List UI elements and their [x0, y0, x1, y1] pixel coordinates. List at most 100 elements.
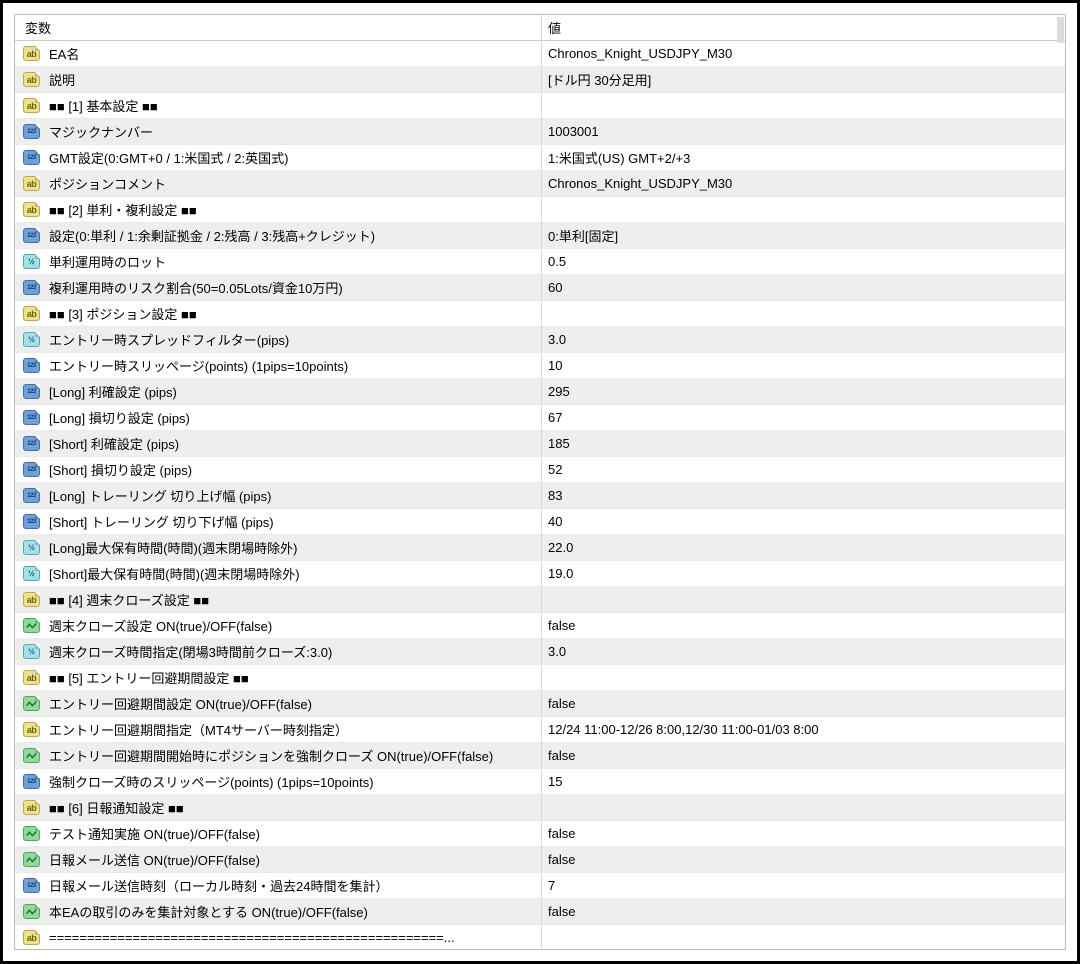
parameter-name-cell[interactable]: 123 [Short] 損切り設定 (pips) [15, 457, 542, 482]
parameter-value[interactable]: false [548, 826, 576, 841]
parameter-row[interactable]: 123 日報メール送信時刻（ローカル時刻・過去24時間を集計） 7 [15, 873, 1065, 899]
parameter-value[interactable]: 52 [548, 462, 563, 477]
parameter-name-cell[interactable]: 123 強制クローズ時のスリッページ(points) (1pips=10poin… [15, 769, 542, 794]
parameter-value[interactable]: 295 [548, 384, 570, 399]
parameter-value[interactable]: 67 [548, 410, 563, 425]
parameter-value[interactable]: 1:米国式(US) GMT+2/+3 [548, 151, 691, 166]
parameter-name-cell[interactable]: ½ エントリー時スプレッドフィルター(pips) [15, 327, 542, 352]
parameter-value[interactable]: 3.0 [548, 644, 567, 659]
parameter-name-cell[interactable]: 123 [Short] 利確設定 (pips) [15, 431, 542, 456]
parameter-name-cell[interactable]: ab =====================================… [15, 925, 542, 949]
parameter-value[interactable]: 40 [548, 514, 563, 529]
parameter-value[interactable]: false [548, 748, 576, 763]
parameter-value[interactable]: 15 [548, 774, 563, 789]
parameter-name-cell[interactable]: 週末クローズ設定 ON(true)/OFF(false) [15, 613, 542, 638]
parameter-row[interactable]: 123 複利運用時のリスク割合(50=0.05Lots/資金10万円) 60 [15, 275, 1065, 301]
parameter-value[interactable] [542, 665, 1065, 690]
parameter-name-cell[interactable]: ab ■■ [6] 日報通知設定 ■■ [15, 795, 542, 820]
parameter-name-cell[interactable]: ½ 週末クローズ時間指定(閉場3時間前クローズ:3.0) [15, 639, 542, 664]
parameter-row[interactable]: 123 [Short] トレーリング 切り下げ幅 (pips) 40 [15, 509, 1065, 535]
column-header-value[interactable]: 値 [548, 21, 562, 36]
parameter-value[interactable]: false [548, 696, 576, 711]
parameter-row[interactable]: 本EAの取引のみを集計対象とする ON(true)/OFF(false) fal… [15, 899, 1065, 925]
parameter-value[interactable]: 12/24 11:00-12/26 8:00,12/30 11:00-01/03… [548, 722, 819, 737]
parameter-name-cell[interactable]: 本EAの取引のみを集計対象とする ON(true)/OFF(false) [15, 899, 542, 924]
parameter-row[interactable]: ab =====================================… [15, 925, 1065, 949]
parameter-value[interactable] [542, 197, 1065, 222]
parameter-value[interactable] [542, 795, 1065, 820]
parameter-row[interactable]: ab ■■ [2] 単利・複利設定 ■■ [15, 197, 1065, 223]
parameter-value[interactable]: [ドル円 30分足用] [548, 73, 652, 88]
parameter-name-cell[interactable]: 123 マジックナンバー [15, 119, 542, 144]
parameter-value[interactable]: false [548, 618, 576, 633]
parameter-value[interactable]: 22.0 [548, 540, 574, 555]
parameter-name-cell[interactable]: 123 設定(0:単利 / 1:余剰証拠金 / 2:残高 / 3:残高+クレジッ… [15, 223, 542, 248]
parameter-name-cell[interactable]: ½ [Short]最大保有時間(時間)(週末閉場時除外) [15, 561, 542, 586]
parameter-row[interactable]: エントリー回避期間開始時にポジションを強制クローズ ON(true)/OFF(f… [15, 743, 1065, 769]
parameter-row[interactable]: 日報メール送信 ON(true)/OFF(false) false [15, 847, 1065, 873]
parameter-value[interactable]: Chronos_Knight_USDJPY_M30 [548, 46, 733, 61]
scrollbar-thumb[interactable] [1057, 17, 1064, 43]
parameter-name-cell[interactable]: 123 エントリー時スリッページ(points) (1pips=10points… [15, 353, 542, 378]
parameter-value[interactable]: 19.0 [548, 566, 574, 581]
parameter-name-cell[interactable]: ab EA名 [15, 41, 542, 66]
parameter-name-cell[interactable]: ½ 単利運用時のロット [15, 249, 542, 274]
parameter-row[interactable]: 123 強制クローズ時のスリッページ(points) (1pips=10poin… [15, 769, 1065, 795]
parameter-value[interactable] [542, 93, 1065, 118]
parameter-name-cell[interactable]: ab ■■ [3] ポジション設定 ■■ [15, 301, 542, 326]
parameter-row[interactable]: 123 設定(0:単利 / 1:余剰証拠金 / 2:残高 / 3:残高+クレジッ… [15, 223, 1065, 249]
parameter-value[interactable]: 0.5 [548, 254, 567, 269]
parameter-value[interactable]: 0:単利[固定] [548, 229, 619, 244]
parameter-value[interactable]: Chronos_Knight_USDJPY_M30 [548, 176, 733, 191]
parameter-name-cell[interactable]: 123 [Long] トレーリング 切り上げ幅 (pips) [15, 483, 542, 508]
parameter-row[interactable]: ½ 週末クローズ時間指定(閉場3時間前クローズ:3.0) 3.0 [15, 639, 1065, 665]
parameter-value[interactable]: 60 [548, 280, 563, 295]
parameter-name-cell[interactable]: ½ [Long]最大保有時間(時間)(週末閉場時除外) [15, 535, 542, 560]
parameter-value[interactable]: false [548, 904, 576, 919]
parameter-name-cell[interactable]: ab ■■ [1] 基本設定 ■■ [15, 93, 542, 118]
parameter-row[interactable]: 123 GMT設定(0:GMT+0 / 1:米国式 / 2:英国式) 1:米国式… [15, 145, 1065, 171]
parameter-row[interactable]: ab 説明 [ドル円 30分足用] [15, 67, 1065, 93]
parameter-row[interactable]: ab ■■ [3] ポジション設定 ■■ [15, 301, 1065, 327]
parameter-row[interactable]: 123 [Short] 利確設定 (pips) 185 [15, 431, 1065, 457]
parameter-name-cell[interactable]: テスト通知実施 ON(true)/OFF(false) [15, 821, 542, 846]
parameter-name-cell[interactable]: 123 [Short] トレーリング 切り下げ幅 (pips) [15, 509, 542, 534]
parameter-row[interactable]: 週末クローズ設定 ON(true)/OFF(false) false [15, 613, 1065, 639]
parameter-row[interactable]: ab ■■ [1] 基本設定 ■■ [15, 93, 1065, 119]
parameter-value[interactable]: 3.0 [548, 332, 567, 347]
parameter-name-cell[interactable]: ab ■■ [5] エントリー回避期間設定 ■■ [15, 665, 542, 690]
parameter-value[interactable] [542, 925, 1065, 949]
column-header-variable[interactable]: 変数 [15, 15, 542, 40]
parameter-row[interactable]: 123 [Short] 損切り設定 (pips) 52 [15, 457, 1065, 483]
parameter-value[interactable] [542, 301, 1065, 326]
parameter-name-cell[interactable]: ab ポジションコメント [15, 171, 542, 196]
parameter-name-cell[interactable]: ab エントリー回避期間指定（MT4サーバー時刻指定） [15, 717, 542, 742]
parameter-row[interactable]: ab ■■ [6] 日報通知設定 ■■ [15, 795, 1065, 821]
parameter-row[interactable]: 123 [Long] トレーリング 切り上げ幅 (pips) 83 [15, 483, 1065, 509]
parameter-name-cell[interactable]: エントリー回避期間開始時にポジションを強制クローズ ON(true)/OFF(f… [15, 743, 542, 768]
parameter-name-cell[interactable]: 123 [Long] 利確設定 (pips) [15, 379, 542, 404]
parameter-row[interactable]: ab ■■ [5] エントリー回避期間設定 ■■ [15, 665, 1065, 691]
parameter-row[interactable]: 123 [Long] 損切り設定 (pips) 67 [15, 405, 1065, 431]
parameter-row[interactable]: ab エントリー回避期間指定（MT4サーバー時刻指定） 12/24 11:00-… [15, 717, 1065, 743]
parameter-name-cell[interactable]: 123 [Long] 損切り設定 (pips) [15, 405, 542, 430]
parameter-name-cell[interactable]: ab 説明 [15, 67, 542, 92]
parameter-name-cell[interactable]: 日報メール送信 ON(true)/OFF(false) [15, 847, 542, 872]
parameter-value[interactable]: 7 [548, 878, 556, 893]
parameter-value[interactable] [542, 587, 1065, 612]
parameter-row[interactable]: エントリー回避期間設定 ON(true)/OFF(false) false [15, 691, 1065, 717]
parameter-value[interactable]: 1003001 [548, 124, 599, 139]
parameter-value[interactable]: false [548, 852, 576, 867]
parameter-row[interactable]: ab ■■ [4] 週末クローズ設定 ■■ [15, 587, 1065, 613]
parameter-row[interactable]: 123 エントリー時スリッページ(points) (1pips=10points… [15, 353, 1065, 379]
parameter-name-cell[interactable]: 123 GMT設定(0:GMT+0 / 1:米国式 / 2:英国式) [15, 145, 542, 170]
parameter-value[interactable]: 185 [548, 436, 570, 451]
parameter-value[interactable]: 10 [548, 358, 563, 373]
parameter-name-cell[interactable]: ab ■■ [4] 週末クローズ設定 ■■ [15, 587, 542, 612]
parameter-row[interactable]: ½ エントリー時スプレッドフィルター(pips) 3.0 [15, 327, 1065, 353]
parameter-row[interactable]: 123 マジックナンバー 1003001 [15, 119, 1065, 145]
parameter-row[interactable]: ab ポジションコメント Chronos_Knight_USDJPY_M30 [15, 171, 1065, 197]
parameter-row[interactable]: ½ [Long]最大保有時間(時間)(週末閉場時除外) 22.0 [15, 535, 1065, 561]
parameter-row[interactable]: ½ 単利運用時のロット 0.5 [15, 249, 1065, 275]
parameter-row[interactable]: 123 [Long] 利確設定 (pips) 295 [15, 379, 1065, 405]
